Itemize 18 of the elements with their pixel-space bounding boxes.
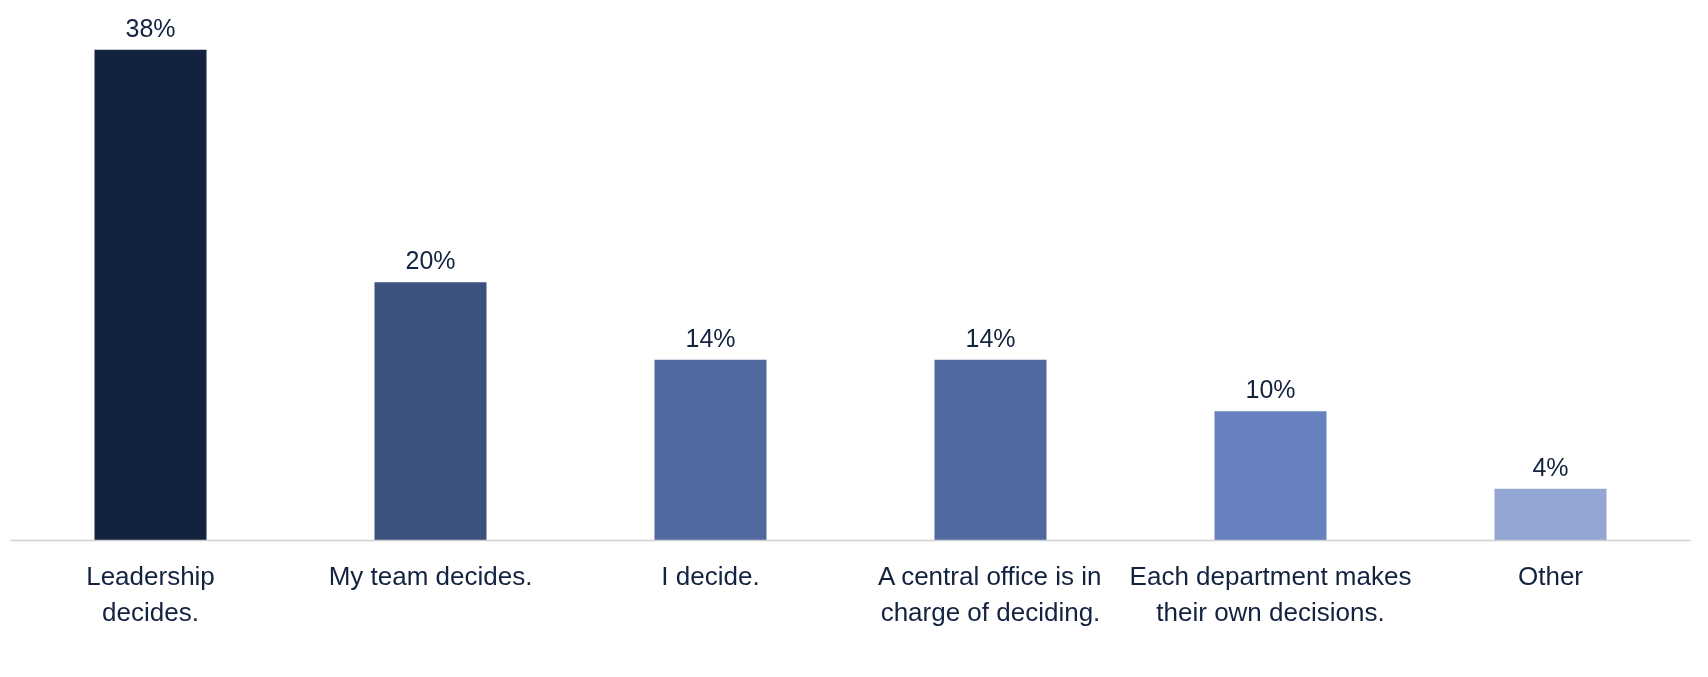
x-tick-label: I decide. (661, 560, 760, 591)
x-tick-label: A central office is in charge of deciding. (878, 560, 1102, 627)
data-label: 38% (125, 13, 176, 42)
data-label: 14% (965, 323, 1016, 352)
bar (1494, 488, 1607, 541)
data-label: 14% (685, 323, 736, 352)
bar (374, 282, 487, 541)
x-tick-label: Each department makes their own decisions. (1129, 560, 1412, 627)
data-label: 10% (1245, 375, 1296, 404)
bar (94, 49, 207, 541)
x-tick-label: My team decides. (328, 560, 533, 591)
x-tick-label: Other (1517, 560, 1584, 591)
bar (654, 359, 767, 541)
data-label: 4% (1532, 452, 1569, 481)
data-label: 20% (405, 246, 456, 275)
bar (934, 359, 1047, 541)
x-tick-label: Leadership decides. (86, 560, 215, 627)
bar (1214, 411, 1327, 541)
